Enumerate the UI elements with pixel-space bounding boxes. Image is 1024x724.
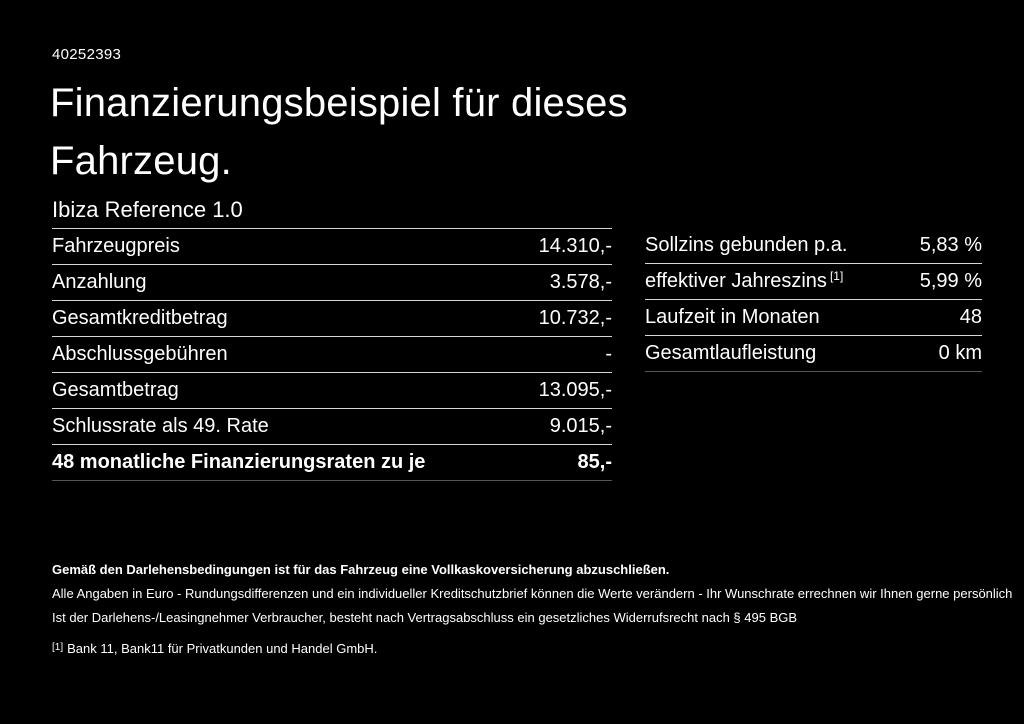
row-value: 0 km — [938, 342, 982, 364]
bank-footnote: [1] Bank 11, Bank11 für Privatkunden und … — [52, 642, 1012, 658]
euro-note: Alle Angaben in Euro - Rundungsdifferenz… — [52, 586, 1013, 601]
row-label: Anzahlung — [52, 271, 147, 293]
row-value: 3.578,- — [549, 271, 612, 293]
row-label: Laufzeit in Monaten — [645, 306, 820, 328]
row-value: 85,- — [577, 451, 612, 473]
table-row-anzahlung: Anzahlung 3.578,- — [52, 265, 612, 301]
row-label: effektiver Jahreszins [1] — [645, 269, 844, 292]
row-label: Fahrzeugpreis — [52, 235, 180, 257]
row-label: Gesamtbetrag — [52, 379, 179, 401]
row-label: Abschlussgebühren — [52, 343, 228, 365]
row-label: 48 monatliche Finanzierungsraten zu je — [52, 451, 426, 473]
row-label: Schlussrate als 49. Rate — [52, 415, 269, 437]
row-label: Gesamtlaufleistung — [645, 342, 817, 364]
row-label: Sollzins gebunden p.a. — [645, 234, 848, 256]
table-row-monatsrate: 48 monatliche Finanzierungsraten zu je 8… — [52, 445, 612, 481]
finance-table: Fahrzeugpreis 14.310,- Anzahlung 3.578,-… — [52, 228, 612, 481]
row-value: 9.015,- — [549, 415, 612, 437]
table-row-sollzins: Sollzins gebunden p.a. 5,83 % — [645, 228, 982, 264]
table-row-fahrzeugpreis: Fahrzeugpreis 14.310,- — [52, 229, 612, 265]
table-row-effektiver-jahreszins: effektiver Jahreszins [1] 5,99 % — [645, 264, 982, 300]
vehicle-id: 40252393 — [52, 46, 122, 63]
row-value: 13.095,- — [538, 379, 612, 401]
row-label: Gesamtkreditbetrag — [52, 307, 228, 329]
widerrufsrecht-note: Ist der Darlehens-/Leasingnehmer Verbrau… — [52, 610, 798, 625]
table-row-gesamtlaufleistung: Gesamtlaufleistung 0 km — [645, 336, 982, 372]
table-row-abschlussgebuehren: Abschlussgebühren - — [52, 337, 612, 373]
vehicle-model: Ibiza Reference 1.0 — [52, 197, 243, 222]
insurance-note: Gemäß den Darlehensbedingungen ist für d… — [52, 562, 670, 577]
page-title: Finanzierungsbeispiel für dieses Fahrzeug… — [50, 74, 628, 190]
page-title-line1: Finanzierungsbeispiel für dieses — [50, 81, 628, 125]
table-row-laufzeit: Laufzeit in Monaten 48 — [645, 300, 982, 336]
table-row-gesamtbetrag: Gesamtbetrag 13.095,- — [52, 373, 612, 409]
legal-notes: Gemäß den Darlehensbedingungen ist für d… — [52, 563, 1012, 668]
page-title-line2: Fahrzeug. — [50, 139, 232, 183]
row-value: 48 — [959, 306, 982, 328]
table-row-schlussrate: Schlussrate als 49. Rate 9.015,- — [52, 409, 612, 445]
footnote-marker: [1] — [52, 642, 64, 653]
row-value: - — [605, 343, 612, 365]
row-value: 5,99 % — [919, 270, 982, 292]
row-value: 5,83 % — [919, 234, 982, 256]
footnote-text: Bank 11, Bank11 für Privatkunden und Han… — [67, 641, 378, 656]
table-row-gesamtkreditbetrag: Gesamtkreditbetrag 10.732,- — [52, 301, 612, 337]
conditions-table: Sollzins gebunden p.a. 5,83 % effektiver… — [645, 228, 982, 372]
row-value: 14.310,- — [538, 235, 612, 257]
footnote-reference: [1] — [829, 269, 844, 283]
row-value: 10.732,- — [538, 307, 612, 329]
